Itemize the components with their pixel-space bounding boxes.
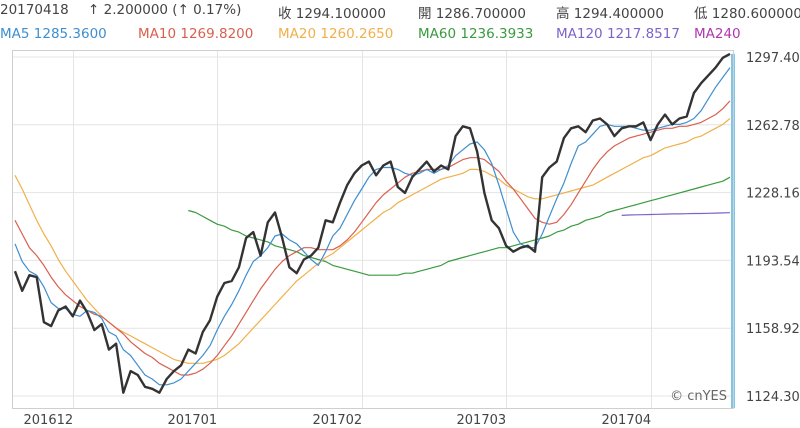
quote-close: 收 1294.100000 [278,6,386,22]
y-tick-label: 1297.40 [746,51,800,66]
quote-change: ↑ 2.200000 (↑ 0.17%) [88,2,242,18]
legend-ma5[interactable]: MA5 1285.3600 [0,26,107,42]
watermark: © cnYES [670,389,727,404]
x-tick-label: 201701 [168,413,218,428]
ma-legend: MA5 1285.3600 MA10 1269.8200 MA20 1260.2… [0,24,800,44]
series-price [13,52,731,394]
quote-low: 低 1280.600000 [694,6,800,22]
y-tick-label: 1262.78 [746,119,800,134]
y-tick-label: 1193.54 [746,254,800,269]
series-ma20 [14,118,731,364]
legend-ma240[interactable]: MA240 [694,26,741,42]
series-ma10 [14,100,731,376]
y-axis: 1124.30 1158.92 1193.54 1228.16 1262.78 1297.… [746,51,800,405]
quote-date: 20170418 [0,2,69,18]
plot-frame [12,50,734,409]
quote-open: 開 1286.700000 [418,6,526,22]
x-tick-label: 201612 [24,413,74,428]
x-axis: 201612 201701 201702 201703 201704 [24,413,652,428]
chart-grid [12,50,733,408]
y-tick-label: 1124.30 [746,390,800,405]
series-ma60 [188,176,731,276]
quote-header: 20170418 ↑ 2.200000 (↑ 0.17%) 收 1294.100… [0,0,800,22]
y-tick-label: 1158.92 [746,322,800,337]
x-tick-label: 201702 [313,413,363,428]
legend-ma10[interactable]: MA10 1269.8200 [138,26,254,42]
legend-ma120[interactable]: MA120 1217.8517 [556,26,680,42]
series-ma120 [621,212,731,216]
legend-ma20[interactable]: MA20 1260.2650 [278,26,394,42]
chart-series [13,52,731,394]
y-tick-label: 1228.16 [746,187,800,202]
x-tick-label: 201704 [602,413,652,428]
x-tick-label: 201703 [457,413,507,428]
legend-ma60[interactable]: MA60 1236.3933 [418,26,534,42]
series-ma5 [14,67,731,386]
quote-high: 高 1294.400000 [556,6,664,22]
